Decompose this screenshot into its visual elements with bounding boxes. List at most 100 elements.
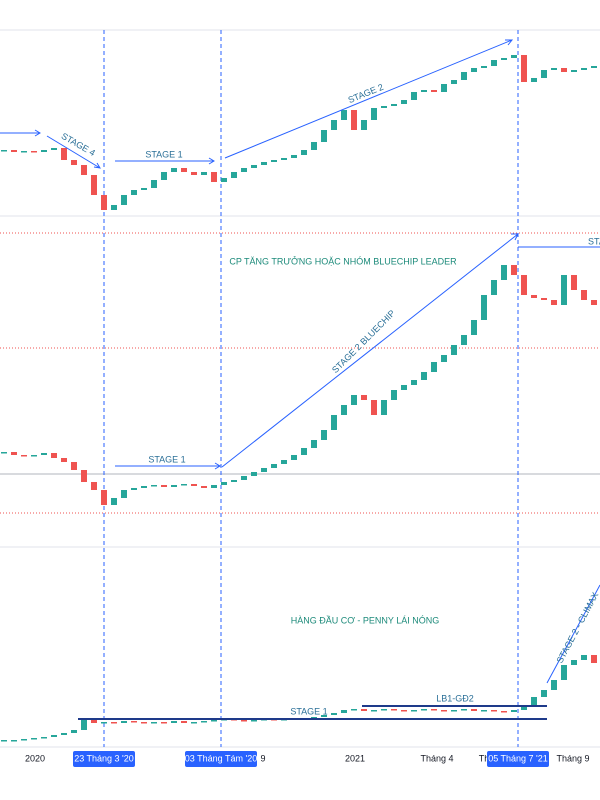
candle xyxy=(491,280,497,295)
candle xyxy=(471,709,477,711)
x-label: 9 xyxy=(260,753,265,763)
candle xyxy=(191,484,197,486)
candle xyxy=(481,66,487,68)
candle xyxy=(111,205,117,210)
candle xyxy=(581,290,587,300)
candle xyxy=(361,709,367,711)
candle xyxy=(291,455,297,460)
candle xyxy=(391,104,397,106)
candle xyxy=(101,722,107,724)
arrow xyxy=(115,462,221,470)
candle xyxy=(441,355,447,362)
candle xyxy=(21,739,27,741)
candle xyxy=(211,720,217,722)
candle xyxy=(321,430,327,440)
candle xyxy=(361,395,367,400)
candle xyxy=(131,190,137,195)
candle xyxy=(471,320,477,335)
candle xyxy=(241,476,247,480)
candle xyxy=(81,470,87,482)
candle xyxy=(41,737,47,739)
candle xyxy=(571,660,577,665)
candle xyxy=(551,680,557,690)
candle xyxy=(271,464,277,468)
candle xyxy=(261,162,267,165)
x-label-highlight xyxy=(487,751,549,767)
candle xyxy=(441,710,447,712)
candle xyxy=(171,485,177,487)
candle xyxy=(541,690,547,697)
candle xyxy=(451,710,457,712)
candle xyxy=(441,84,447,92)
candle xyxy=(231,172,237,178)
candle xyxy=(581,655,587,660)
candle xyxy=(391,709,397,711)
candle xyxy=(71,462,77,470)
candle xyxy=(351,395,357,405)
candle xyxy=(561,665,567,680)
arrow xyxy=(115,157,215,165)
candle xyxy=(81,165,87,175)
candle xyxy=(211,172,217,182)
candle xyxy=(81,720,87,730)
candle xyxy=(351,110,357,130)
candle xyxy=(161,722,167,724)
candle xyxy=(521,705,527,710)
arrow xyxy=(0,129,41,137)
candle xyxy=(411,710,417,712)
candle xyxy=(561,275,567,305)
candle xyxy=(331,713,337,715)
candle xyxy=(291,155,297,158)
candle xyxy=(101,195,107,210)
candle xyxy=(1,150,7,152)
candle xyxy=(91,175,97,195)
candle xyxy=(351,709,357,711)
candle xyxy=(271,160,277,162)
candle xyxy=(541,298,547,300)
candle xyxy=(371,108,377,120)
candle xyxy=(381,106,387,108)
candle xyxy=(581,68,587,70)
candle xyxy=(481,710,487,712)
annotation: LB1-GĐ2 xyxy=(436,693,474,703)
candle xyxy=(501,265,507,280)
annotation: STAGE 1 xyxy=(145,149,182,159)
candle xyxy=(71,160,77,165)
candle xyxy=(11,740,17,742)
candle xyxy=(51,453,57,458)
candle xyxy=(11,452,17,455)
candle xyxy=(331,120,337,130)
candle xyxy=(461,709,467,711)
candle xyxy=(261,468,267,472)
candle xyxy=(511,265,517,275)
candle xyxy=(251,165,257,168)
candle xyxy=(561,68,567,72)
candle xyxy=(571,275,577,290)
candle xyxy=(551,68,557,70)
candle xyxy=(591,655,597,663)
candle xyxy=(191,172,197,175)
candle xyxy=(171,168,177,172)
candle xyxy=(11,150,17,152)
annotation: HÀNG ĐẦU CƠ - PENNY LÁI NÓNG xyxy=(291,615,440,625)
candle xyxy=(151,180,157,188)
candle xyxy=(461,72,467,80)
candle xyxy=(141,188,147,190)
candle xyxy=(591,300,597,305)
candle xyxy=(31,151,37,153)
candle xyxy=(301,150,307,155)
candle xyxy=(41,150,47,152)
candle xyxy=(171,721,177,723)
candle xyxy=(421,90,427,92)
x-label: Tháng 4 xyxy=(420,753,453,763)
x-label: 2021 xyxy=(345,753,365,763)
candle xyxy=(411,92,417,100)
candle xyxy=(531,697,537,705)
candle xyxy=(31,738,37,740)
candle xyxy=(141,486,147,488)
candle xyxy=(401,100,407,104)
candle xyxy=(361,120,367,130)
candle xyxy=(491,710,497,712)
candle xyxy=(221,178,227,182)
annotation: STAGE 1 xyxy=(148,454,185,464)
